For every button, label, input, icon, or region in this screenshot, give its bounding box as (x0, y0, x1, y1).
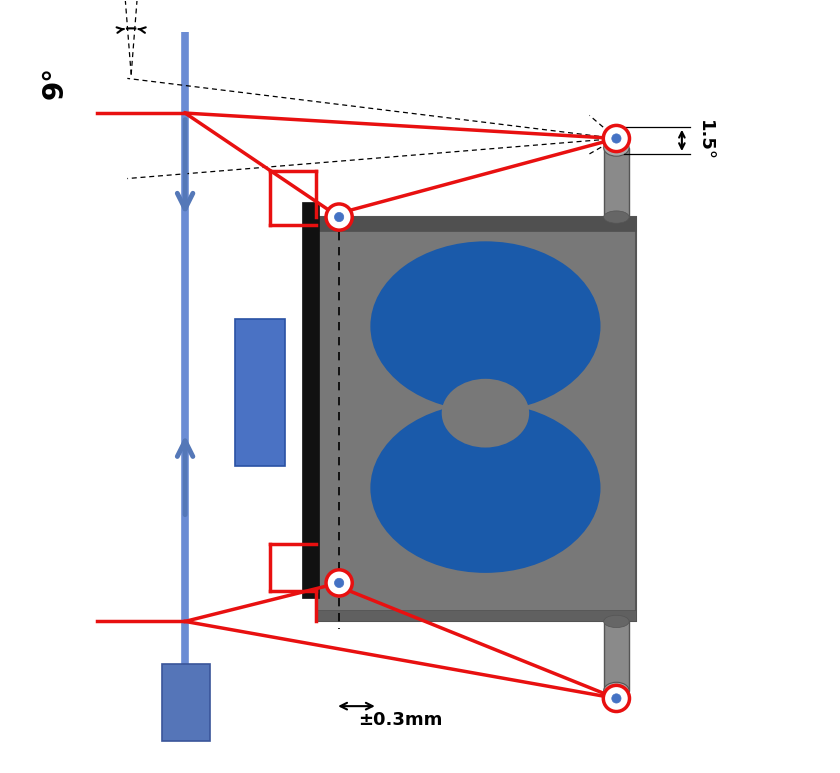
Bar (604, 148, 629, 217)
Bar (302, 202, 319, 598)
Ellipse shape (604, 139, 629, 156)
Ellipse shape (370, 241, 601, 411)
Circle shape (334, 213, 344, 222)
Circle shape (603, 125, 629, 152)
Circle shape (326, 204, 352, 230)
Ellipse shape (604, 615, 629, 628)
Ellipse shape (370, 403, 601, 573)
Text: ±0.3mm: ±0.3mm (359, 711, 443, 730)
Bar (162, 664, 210, 741)
Text: 1.5°: 1.5° (696, 120, 714, 161)
Circle shape (603, 686, 629, 711)
Ellipse shape (604, 211, 629, 223)
Text: 9°: 9° (40, 66, 68, 99)
Bar (235, 319, 286, 466)
Bar (604, 621, 629, 691)
Bar (316, 217, 636, 621)
Ellipse shape (442, 379, 529, 448)
Ellipse shape (604, 683, 629, 700)
Circle shape (612, 134, 621, 143)
Bar (316, 610, 636, 621)
Circle shape (326, 570, 352, 596)
Bar (316, 217, 636, 231)
Circle shape (334, 578, 344, 587)
Circle shape (612, 694, 621, 703)
